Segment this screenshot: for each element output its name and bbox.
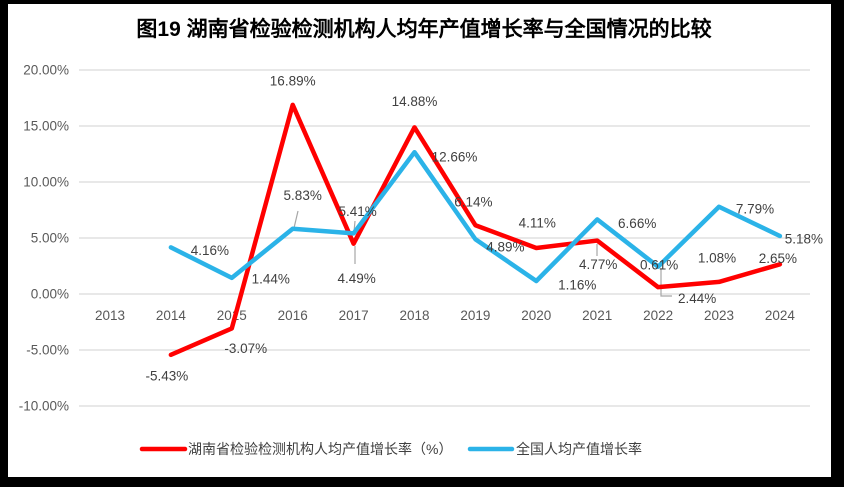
data-label-hunan-2015: -3.07% <box>224 341 267 356</box>
x-axis-tick-label: 2024 <box>765 308 796 323</box>
x-axis-tick-label: 2018 <box>399 308 429 323</box>
frame-right <box>831 0 844 487</box>
data-label-national-2022: 2.44% <box>678 291 716 306</box>
x-axis-tick-label: 2020 <box>521 308 551 323</box>
y-axis-tick-label: -5.00% <box>26 343 69 358</box>
label-leader-line <box>293 210 299 229</box>
data-label-hunan-2017: 4.49% <box>337 271 375 286</box>
x-axis-tick-label: 2023 <box>704 308 734 323</box>
data-label-national-2014: 4.16% <box>191 243 229 258</box>
x-axis-tick-label: 2017 <box>339 308 369 323</box>
label-leader-line <box>660 268 672 297</box>
data-label-national-2015: 1.44% <box>252 271 290 286</box>
data-label-hunan-2016: 16.89% <box>270 73 316 88</box>
chart-title: 图19 湖南省检验检测机构人均年产值增长率与全国情况的比较 <box>136 17 711 41</box>
data-label-hunan-2022: 0.61% <box>640 258 678 273</box>
data-label-hunan-2021: 4.77% <box>579 257 617 272</box>
data-label-hunan-2023: 1.08% <box>698 250 736 265</box>
data-label-national-2023: 7.79% <box>736 201 774 216</box>
y-axis-tick-label: 10.00% <box>23 175 69 190</box>
data-label-national-2018: 12.66% <box>432 150 478 165</box>
frame-bottom <box>0 477 844 487</box>
national-series-line <box>168 149 783 284</box>
frame-left <box>0 0 8 487</box>
y-axis-tick-label: 20.00% <box>23 63 69 78</box>
data-label-hunan-2014: -5.43% <box>146 368 189 383</box>
y-axis-tick-label: -10.00% <box>19 399 69 414</box>
data-label-hunan-2020: 4.11% <box>519 215 556 230</box>
national-legend-label: 全国人均产值增长率 <box>516 441 642 457</box>
data-label-national-2016: 5.83% <box>284 188 322 203</box>
x-axis-tick-label: 2014 <box>156 308 187 323</box>
frame-top <box>0 0 844 4</box>
x-axis-tick-label: 2016 <box>278 308 308 323</box>
y-axis-tick-label: 5.00% <box>31 231 69 246</box>
x-axis-tick-label: 2015 <box>217 308 247 323</box>
data-label-hunan-2024: 2.65% <box>759 251 797 266</box>
hunan-legend-label: 湖南省检验检测机构人均产值增长率（%） <box>188 441 452 457</box>
data-label-national-2021: 6.66% <box>618 216 656 231</box>
x-axis-tick-label: 2021 <box>582 308 612 323</box>
data-label-hunan-2018: 14.88% <box>392 94 438 109</box>
x-axis-tick-label: 2013 <box>95 308 125 323</box>
hunan-series-line <box>168 102 783 358</box>
x-axis-tick-label: 2022 <box>643 308 673 323</box>
data-label-national-2017: 5.41% <box>338 204 376 219</box>
data-label-national-2024: 5.18% <box>785 231 823 246</box>
data-label-national-2019: 4.89% <box>486 240 524 255</box>
y-axis-tick-label: 15.00% <box>23 119 69 134</box>
data-label-hunan-2019: 6.14% <box>454 195 492 210</box>
x-axis-tick-label: 2019 <box>460 308 490 323</box>
y-axis-tick-label: 0.00% <box>31 287 69 302</box>
data-label-national-2020: 1.16% <box>558 278 596 293</box>
